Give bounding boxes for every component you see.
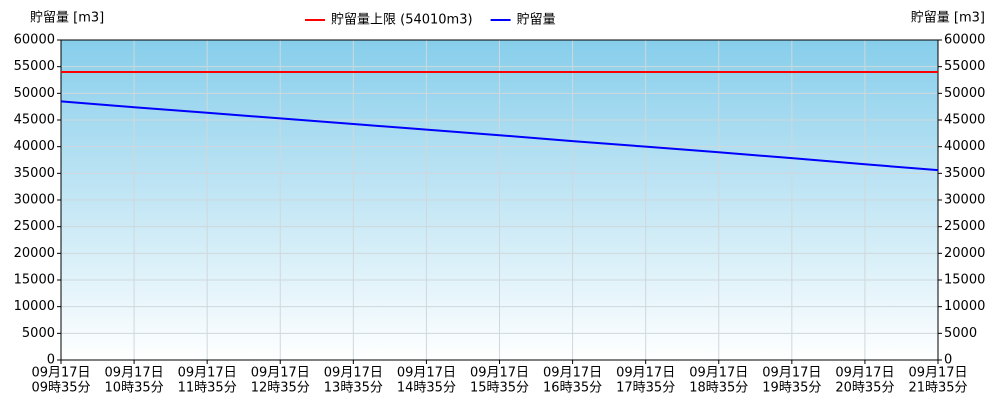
x-tick-label: 09月17日 bbox=[178, 366, 237, 381]
x-tick-label: 16時35分 bbox=[543, 381, 602, 396]
x-tick-label: 09月17日 bbox=[543, 366, 602, 381]
x-tick-label: 09月17日 bbox=[324, 366, 383, 381]
plot-border bbox=[60, 39, 939, 361]
y2-tick-label: 5000 bbox=[944, 326, 977, 341]
x-tick-label: 09月17日 bbox=[616, 366, 675, 381]
x-tick-label: 09月17日 bbox=[470, 366, 529, 381]
x-tick-label: 12時35分 bbox=[251, 381, 310, 396]
x-tick-label: 18時35分 bbox=[689, 381, 748, 396]
y-tick-label: 30000 bbox=[14, 193, 55, 208]
x-tick-label: 09月17日 bbox=[31, 366, 90, 381]
x-tick-label: 19時35分 bbox=[762, 381, 821, 396]
y-tick-label: 5000 bbox=[22, 326, 55, 341]
y-tick-label: 45000 bbox=[14, 113, 55, 128]
y2-tick-label: 25000 bbox=[944, 219, 985, 234]
y-tick-label: 60000 bbox=[14, 33, 55, 48]
y2-tick-label: 35000 bbox=[944, 166, 985, 181]
y2-axis-label: 貯留量 [m3] bbox=[911, 11, 985, 26]
legend-label: 貯留量上限 (54010m3) bbox=[331, 13, 473, 28]
x-tick-label: 09月17日 bbox=[251, 366, 310, 381]
y2-tick-label: 45000 bbox=[944, 113, 985, 128]
x-tick-label: 20時35分 bbox=[835, 381, 894, 396]
y-tick-label: 50000 bbox=[14, 86, 55, 101]
y-tick-label: 15000 bbox=[14, 273, 55, 288]
y-axis-label: 貯留量 [m3] bbox=[30, 11, 104, 26]
x-tick-label: 09月17日 bbox=[689, 366, 748, 381]
y-tick-label: 40000 bbox=[14, 139, 55, 154]
y-tick-label: 55000 bbox=[14, 59, 55, 74]
x-tick-label: 09月17日 bbox=[835, 366, 894, 381]
y-tick-label: 10000 bbox=[14, 299, 55, 314]
x-tick-label: 14時35分 bbox=[397, 381, 456, 396]
y2-tick-label: 55000 bbox=[944, 59, 985, 74]
y2-tick-label: 50000 bbox=[944, 86, 985, 101]
legend: 貯留量上限 (54010m3) 貯留量 bbox=[305, 13, 556, 28]
legend-label: 貯留量 bbox=[517, 13, 556, 28]
x-tick-label: 13時35分 bbox=[324, 381, 383, 396]
x-tick-label: 09月17日 bbox=[762, 366, 821, 381]
x-tick-label: 09月17日 bbox=[397, 366, 456, 381]
y2-tick-label: 15000 bbox=[944, 273, 985, 288]
series-line bbox=[60, 100, 939, 172]
y2-tick-label: 20000 bbox=[944, 246, 985, 261]
y-tick-label: 35000 bbox=[14, 166, 55, 181]
y2-tick-label: 40000 bbox=[944, 139, 985, 154]
x-tick-label: 17時35分 bbox=[616, 381, 675, 396]
y-tick-label: 20000 bbox=[14, 246, 55, 261]
x-tick-label: 21時35分 bbox=[908, 381, 967, 396]
y2-tick-label: 0 bbox=[944, 353, 952, 368]
y2-tick-label: 60000 bbox=[944, 33, 985, 48]
y2-tick-label: 30000 bbox=[944, 193, 985, 208]
x-tick-label: 11時35分 bbox=[178, 381, 237, 396]
x-tick-label: 09時35分 bbox=[31, 381, 90, 396]
x-tick-label: 09月17日 bbox=[908, 366, 967, 381]
x-tick-label: 15時35分 bbox=[470, 381, 529, 396]
x-tick-label: 09月17日 bbox=[105, 366, 164, 381]
y-tick-label: 25000 bbox=[14, 219, 55, 234]
y-tick-label: 0 bbox=[47, 353, 55, 368]
y2-tick-label: 10000 bbox=[944, 299, 985, 314]
x-tick-label: 10時35分 bbox=[105, 381, 164, 396]
